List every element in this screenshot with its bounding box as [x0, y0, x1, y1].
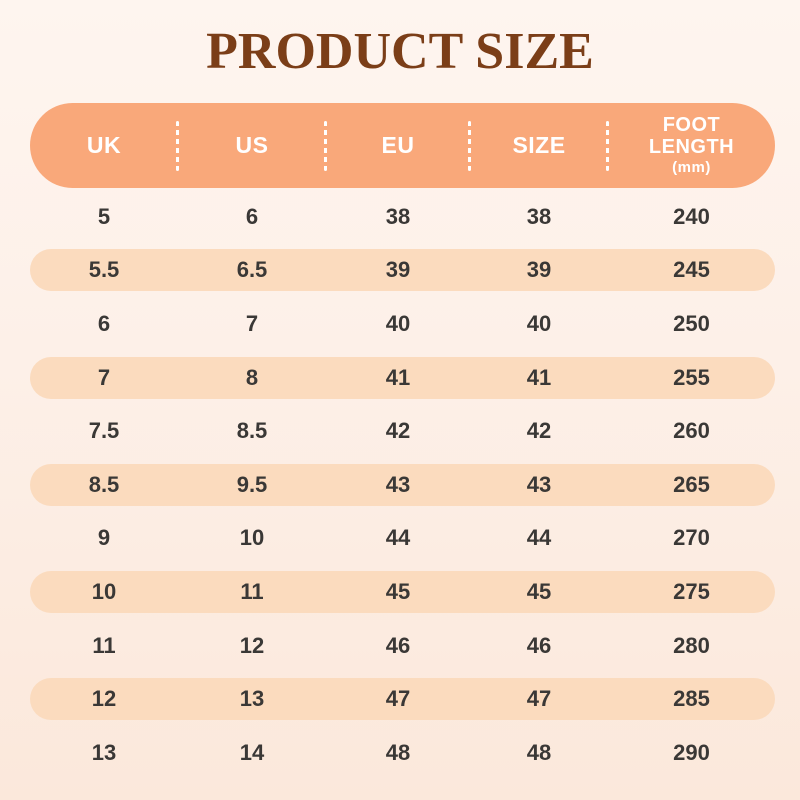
- column-divider: [324, 121, 327, 171]
- table-cell: 43: [385, 471, 411, 497]
- column-header-label: SIZE: [512, 132, 566, 159]
- column-divider: [468, 121, 471, 171]
- table-cell: 8: [245, 364, 259, 390]
- table-cell: 11: [92, 632, 116, 658]
- table-cell: 8.5: [88, 471, 120, 497]
- table-cell: 5.5: [88, 257, 120, 283]
- table-row: 5 6 38 38 240: [30, 190, 775, 244]
- table-cell: 13: [239, 686, 265, 712]
- table-cell: 240: [673, 203, 710, 229]
- table-cell: 6: [97, 310, 111, 336]
- table-cell: 46: [526, 632, 552, 658]
- table-cell: 38: [526, 203, 552, 229]
- table-cell: 260: [673, 418, 710, 444]
- table-header: UK US EU SIZE FOOT LENGTH (mm): [30, 103, 775, 188]
- table-row: 12 13 47 47 285: [30, 678, 775, 721]
- table-row: 5.5 6.5 39 39 245: [30, 249, 775, 292]
- table-cell: 12: [91, 686, 117, 712]
- table-cell: 280: [673, 632, 710, 658]
- table-cell: 40: [526, 310, 552, 336]
- column-header-eu: EU: [326, 133, 470, 158]
- table-cell: 42: [526, 418, 552, 444]
- column-header-label: US: [235, 132, 269, 159]
- table-cell: 47: [385, 686, 411, 712]
- table-cell: 39: [526, 257, 552, 283]
- table-body: 5 6 38 38 240 5.5 6.5 39 39 245 6 7 40 40 250 7 8 41 41 255…: [30, 190, 775, 780]
- column-header-size: SIZE: [470, 133, 608, 158]
- column-header-uk: UK: [30, 133, 178, 158]
- table-cell: 5: [97, 203, 111, 229]
- table-cell: 6: [245, 203, 259, 229]
- table-cell: 14: [239, 739, 265, 765]
- table-cell: 45: [385, 578, 411, 604]
- table-cell: 275: [673, 578, 710, 604]
- table-cell: 46: [385, 632, 411, 658]
- table-row: 13 14 48 48 290: [30, 726, 775, 780]
- table-cell: 10: [239, 525, 265, 551]
- table-cell: 245: [673, 257, 710, 283]
- table-cell: 7: [97, 364, 111, 390]
- table-cell: 41: [385, 364, 411, 390]
- table-cell: 40: [385, 310, 411, 336]
- table-cell: 7.5: [88, 418, 120, 444]
- table-cell: 41: [526, 364, 552, 390]
- table-cell: 265: [673, 471, 710, 497]
- column-header-foot-length: FOOT LENGTH (mm): [608, 114, 775, 176]
- table-cell: 270: [673, 525, 710, 551]
- table-row: 6 7 40 40 250: [30, 297, 775, 351]
- table-row: 8.5 9.5 43 43 265: [30, 463, 775, 506]
- table-cell: 47: [526, 686, 552, 712]
- size-table: UK US EU SIZE FOOT LENGTH (mm) 5 6 38 38 240 5.5 6.…: [30, 103, 775, 780]
- table-cell: 285: [673, 686, 710, 712]
- table-cell: 255: [673, 364, 710, 390]
- table-cell: 44: [385, 525, 411, 551]
- table-cell: 39: [385, 257, 411, 283]
- table-cell: 43: [526, 471, 552, 497]
- table-cell: 250: [673, 310, 710, 336]
- column-header-label: FOOT LENGTH: [648, 114, 735, 158]
- table-row: 7 8 41 41 255: [30, 356, 775, 399]
- table-cell: 42: [385, 418, 411, 444]
- table-cell: 9.5: [236, 471, 268, 497]
- table-cell: 7: [245, 310, 259, 336]
- table-cell: 48: [526, 739, 552, 765]
- table-cell: 8.5: [236, 418, 268, 444]
- table-cell: 10: [91, 578, 117, 604]
- table-cell: 9: [97, 525, 111, 551]
- table-cell: 11: [240, 578, 264, 604]
- table-cell: 6.5: [236, 257, 268, 283]
- column-header-us: US: [178, 133, 326, 158]
- table-cell: 290: [673, 739, 710, 765]
- page-title: PRODUCT SIZE: [206, 23, 594, 80]
- column-divider: [606, 121, 609, 171]
- table-cell: 48: [385, 739, 411, 765]
- table-cell: 38: [385, 203, 411, 229]
- table-cell: 45: [526, 578, 552, 604]
- column-header-label: UK: [86, 132, 122, 159]
- column-divider: [176, 121, 179, 171]
- table-cell: 12: [239, 632, 265, 658]
- table-cell: 44: [526, 525, 552, 551]
- table-row: 11 12 46 46 280: [30, 619, 775, 673]
- table-row: 9 10 44 44 270: [30, 512, 775, 566]
- column-header-label: EU: [381, 132, 415, 159]
- table-row: 10 11 45 45 275: [30, 570, 775, 613]
- table-cell: 13: [91, 739, 117, 765]
- table-row: 7.5 8.5 42 42 260: [30, 404, 775, 458]
- column-header-sublabel: (mm): [672, 158, 711, 176]
